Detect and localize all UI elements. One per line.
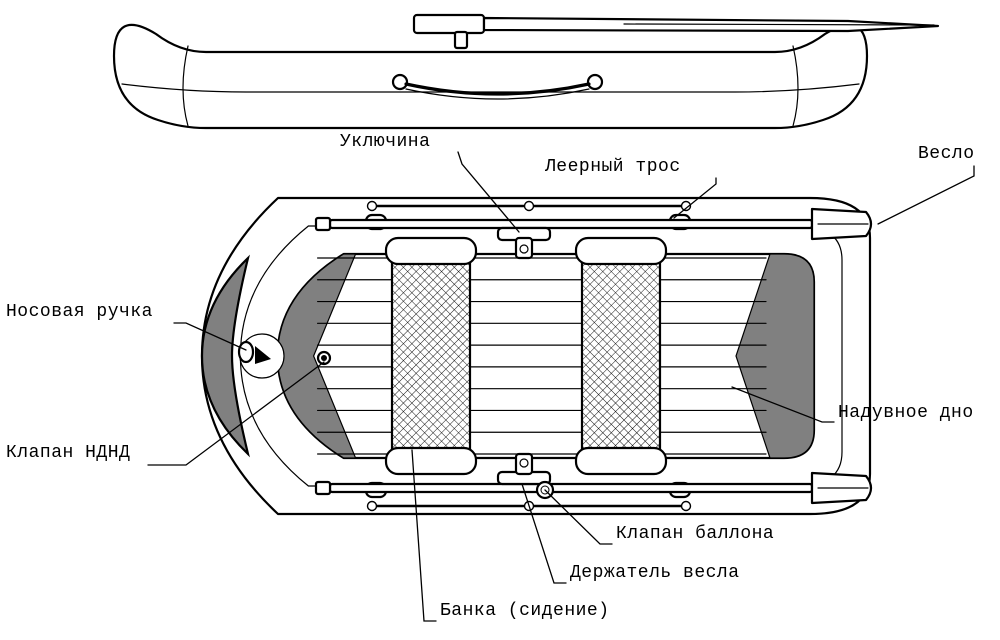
label-oarlock: Уключина (340, 132, 430, 152)
seat-rear (576, 238, 666, 474)
label-grabline: Леерный трос (545, 157, 681, 177)
label-tube_valve: Клапан баллона (616, 524, 774, 544)
label-air_floor: Надувное дно (838, 403, 974, 423)
label-oar_holder: Держатель весла (570, 563, 740, 583)
top-view (202, 198, 871, 514)
label-bow_handle: Носовая ручка (6, 302, 153, 322)
label-ndnd_valve: Клапан НДНД (6, 443, 130, 463)
side-view (114, 15, 938, 128)
label-oar: Весло (918, 144, 975, 164)
bow-handle (239, 342, 253, 362)
seat-front (386, 238, 476, 474)
label-seat: Банка (сидение) (440, 601, 610, 621)
leader-oar (878, 166, 974, 224)
